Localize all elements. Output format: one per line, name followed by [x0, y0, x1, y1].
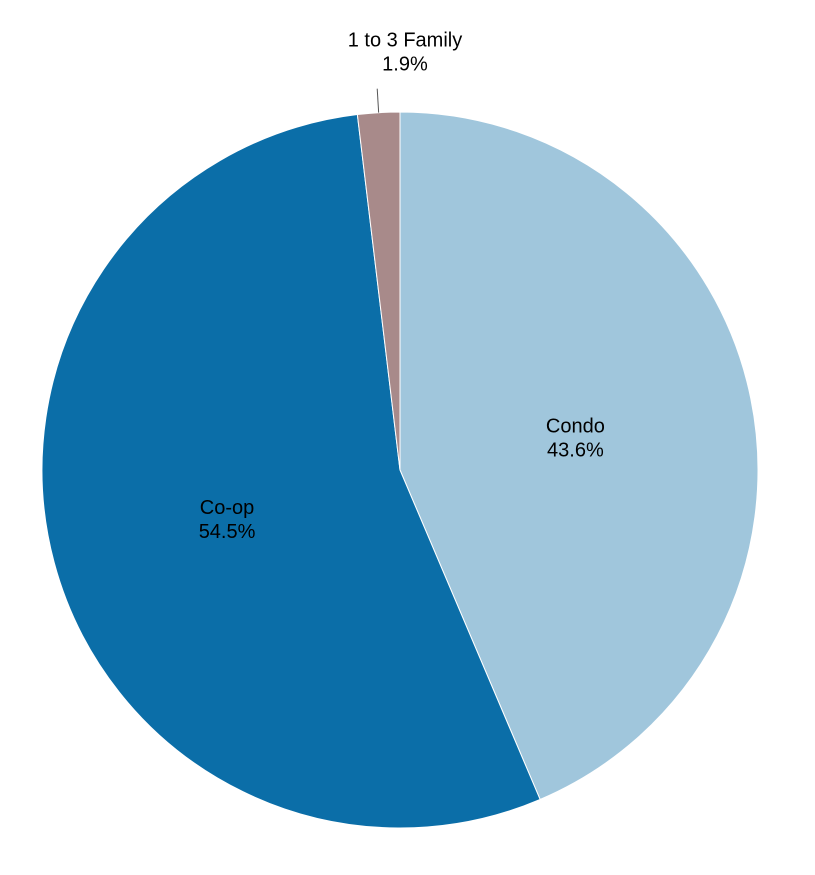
- slice-label: Co-op: [200, 497, 254, 519]
- pie-slice: [399, 111, 759, 801]
- slice-value-label: 54.5%: [199, 521, 256, 543]
- pie-slice: [41, 113, 541, 829]
- leader-line: [376, 88, 380, 113]
- slice-label: Condo: [546, 415, 605, 437]
- slice-value-label: 43.6%: [547, 439, 604, 461]
- slice-value-label: 1.9%: [382, 54, 428, 76]
- slice-label: 1 to 3 Family: [348, 30, 462, 52]
